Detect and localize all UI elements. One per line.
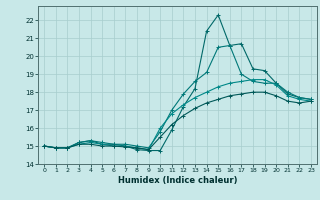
X-axis label: Humidex (Indice chaleur): Humidex (Indice chaleur) (118, 176, 237, 185)
